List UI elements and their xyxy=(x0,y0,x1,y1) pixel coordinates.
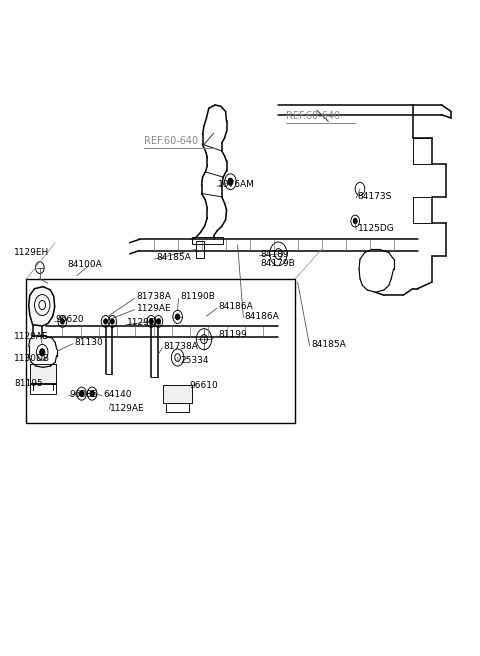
Text: 96610: 96610 xyxy=(190,380,218,390)
Text: 1129EH: 1129EH xyxy=(127,318,162,327)
Text: 1076AM: 1076AM xyxy=(218,180,255,190)
Text: 1130DB: 1130DB xyxy=(14,354,50,363)
Text: 81130: 81130 xyxy=(74,338,103,347)
Text: 25334: 25334 xyxy=(180,356,208,365)
Circle shape xyxy=(90,390,94,396)
Circle shape xyxy=(149,319,153,324)
Text: 81195: 81195 xyxy=(14,379,43,388)
Text: 1129AE: 1129AE xyxy=(137,304,171,313)
Text: 81190B: 81190B xyxy=(180,292,215,301)
Text: 81199: 81199 xyxy=(218,330,247,339)
Circle shape xyxy=(353,218,357,224)
Text: 1129AE: 1129AE xyxy=(14,332,49,341)
Text: 1129EH: 1129EH xyxy=(14,248,49,257)
Text: 84100A: 84100A xyxy=(67,260,102,269)
Text: 84179B: 84179B xyxy=(260,259,295,268)
Text: 1125DG: 1125DG xyxy=(358,224,395,233)
Circle shape xyxy=(176,314,180,320)
Text: 84173S: 84173S xyxy=(358,192,392,201)
Bar xyxy=(163,385,192,403)
Bar xyxy=(30,364,56,384)
Circle shape xyxy=(156,319,160,324)
Text: REF.60-640: REF.60-640 xyxy=(286,112,340,121)
Text: 84189: 84189 xyxy=(260,250,289,259)
Circle shape xyxy=(110,319,114,324)
Bar xyxy=(192,237,223,244)
Bar xyxy=(30,383,56,394)
Text: 81738A: 81738A xyxy=(163,342,198,351)
Circle shape xyxy=(228,178,233,185)
Text: 84186A: 84186A xyxy=(245,312,279,321)
Text: 84185A: 84185A xyxy=(156,253,191,262)
Text: 84185A: 84185A xyxy=(311,340,346,349)
Text: 1129AE: 1129AE xyxy=(110,404,145,413)
Text: REF.60-640: REF.60-640 xyxy=(144,136,198,146)
Bar xyxy=(196,241,204,258)
Circle shape xyxy=(40,349,45,356)
Polygon shape xyxy=(29,287,55,326)
Text: 96620: 96620 xyxy=(55,315,84,324)
Text: 81738A: 81738A xyxy=(137,292,172,301)
Circle shape xyxy=(104,319,108,324)
Text: 96985: 96985 xyxy=(70,390,98,400)
Text: 84186A: 84186A xyxy=(218,302,253,311)
Text: 64140: 64140 xyxy=(103,390,132,400)
Bar xyxy=(26,279,295,423)
Circle shape xyxy=(80,390,84,396)
Circle shape xyxy=(60,319,64,324)
